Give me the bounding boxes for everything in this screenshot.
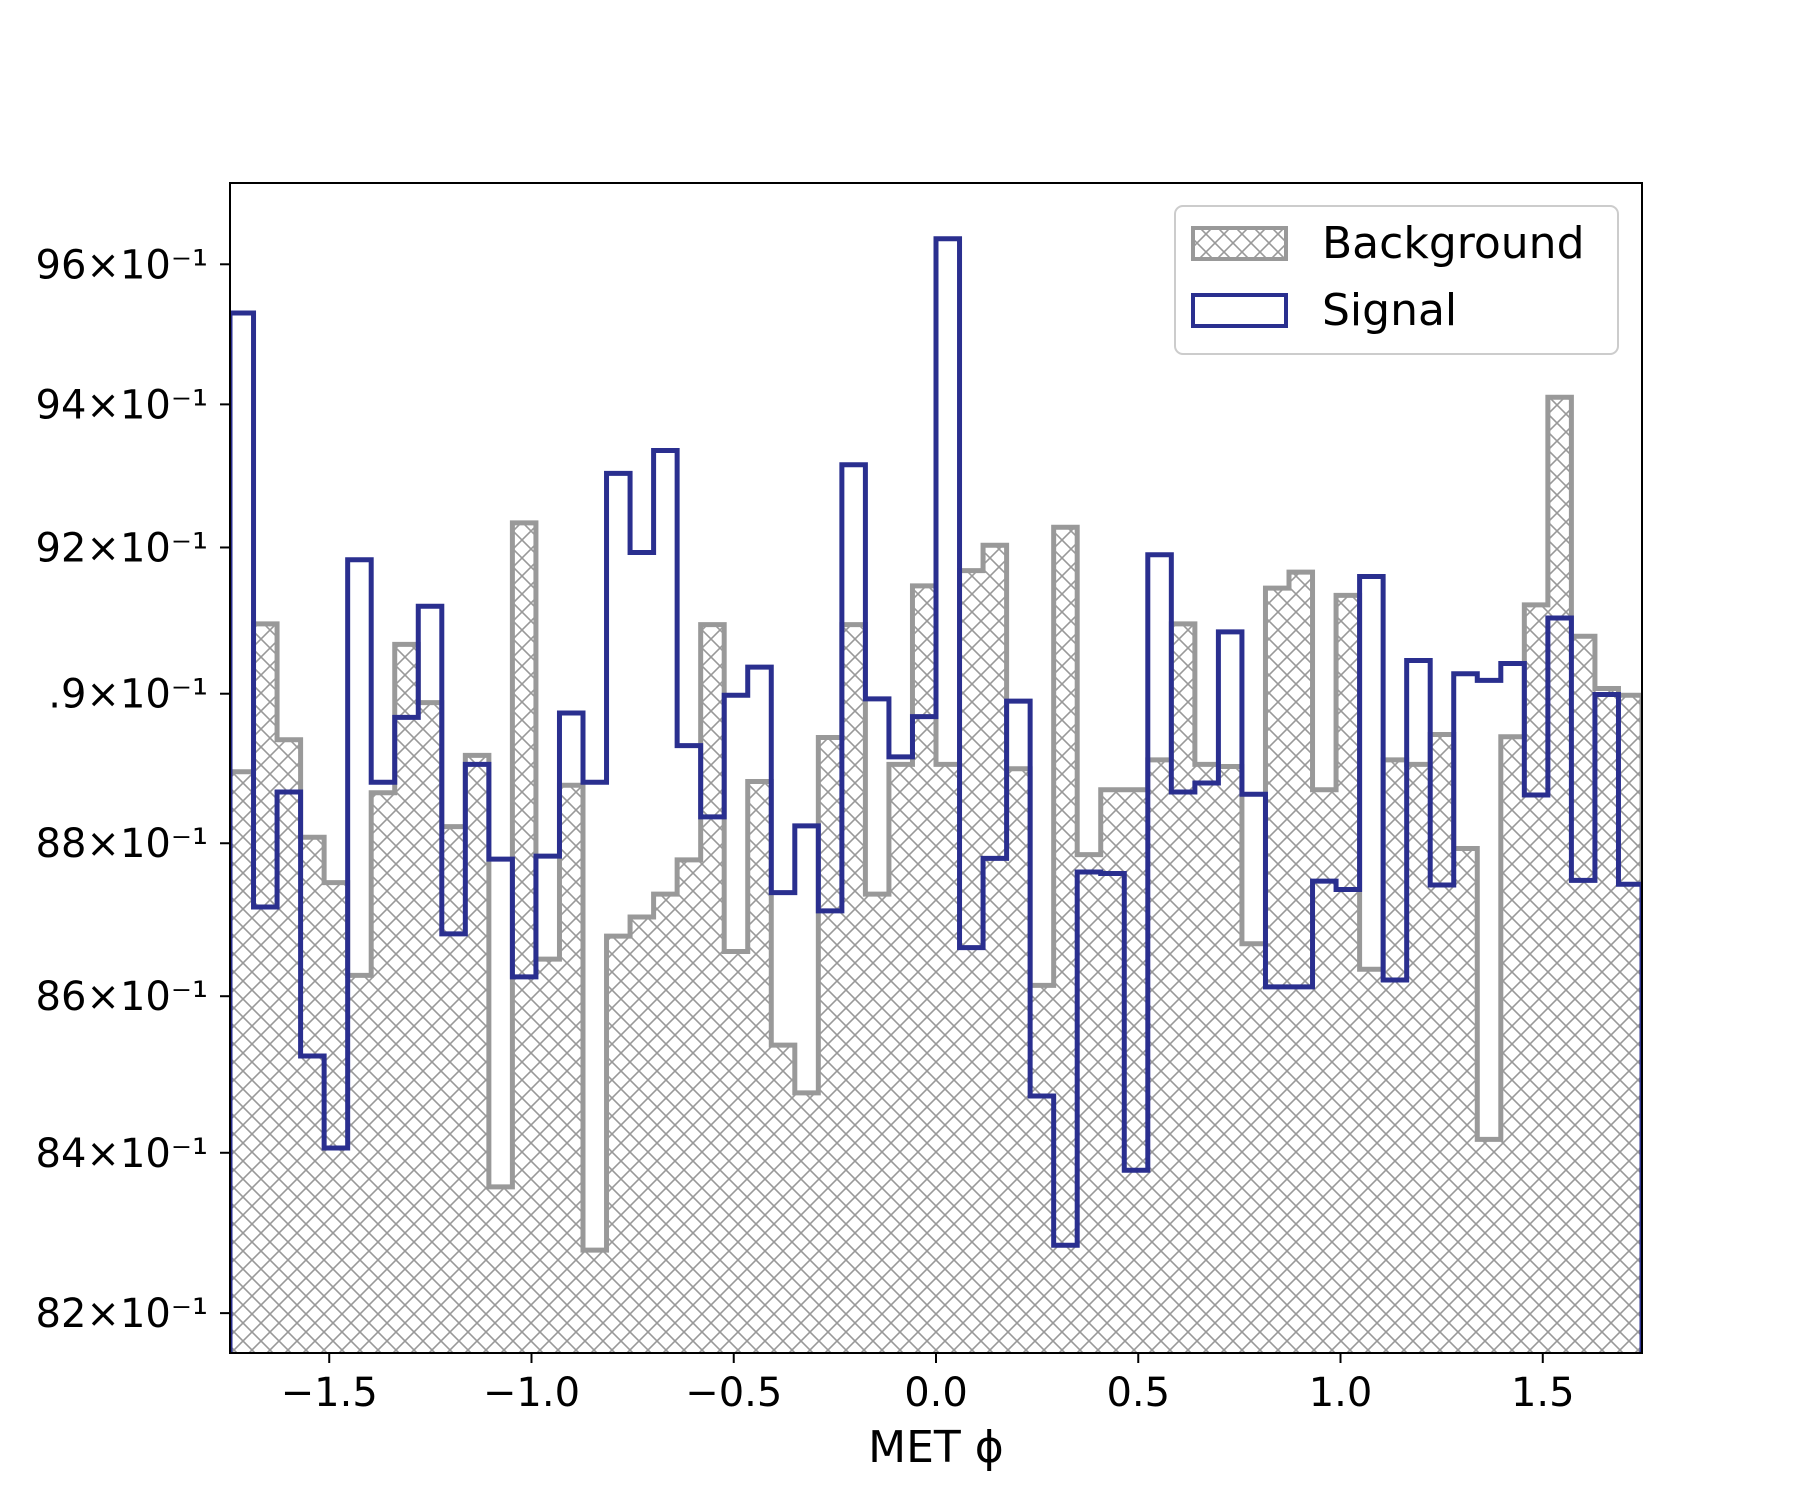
x-tick-label: 0.5 xyxy=(1106,1370,1170,1416)
legend: Background Signal xyxy=(1174,205,1619,355)
y-tick-label: 92×10⁻¹ xyxy=(36,525,208,571)
y-tick-label: 84×10⁻¹ xyxy=(36,1131,208,1177)
signal-series xyxy=(230,236,1642,1353)
y-axis: 82×10⁻¹ 84×10⁻¹ 86×10⁻¹ 88×10⁻¹ .9×10⁻¹ 92×10… xyxy=(36,242,230,1337)
signal-outline xyxy=(230,236,1642,1353)
legend-signal-swatch xyxy=(1191,293,1288,328)
x-tick-label: −1.0 xyxy=(483,1370,580,1416)
x-tick-label: 0.0 xyxy=(904,1370,968,1416)
legend-signal-label: Signal xyxy=(1322,285,1457,336)
y-tick-label: 94×10⁻¹ xyxy=(36,382,208,428)
plot-area xyxy=(229,182,1643,1354)
y-tick-label: 82×10⁻¹ xyxy=(36,1291,208,1337)
x-tick-label: −0.5 xyxy=(685,1370,782,1416)
y-tick-label: 86×10⁻¹ xyxy=(36,974,208,1020)
y-tick-label: 96×10⁻¹ xyxy=(36,242,208,288)
x-axis: −1.5 −1.0 −0.5 0.0 0.5 1.0 1.5 xyxy=(281,1353,1575,1416)
x-tick-label: −1.5 xyxy=(281,1370,378,1416)
legend-background-label: Background xyxy=(1322,218,1585,269)
x-tick-label: 1.5 xyxy=(1511,1370,1575,1416)
x-axis-title: MET ϕ xyxy=(868,1422,1004,1473)
x-tick-label: 1.0 xyxy=(1309,1370,1373,1416)
y-tick-label: 88×10⁻¹ xyxy=(36,821,208,867)
legend-background-swatch xyxy=(1191,226,1288,261)
y-tick-label: .9×10⁻¹ xyxy=(48,672,208,718)
